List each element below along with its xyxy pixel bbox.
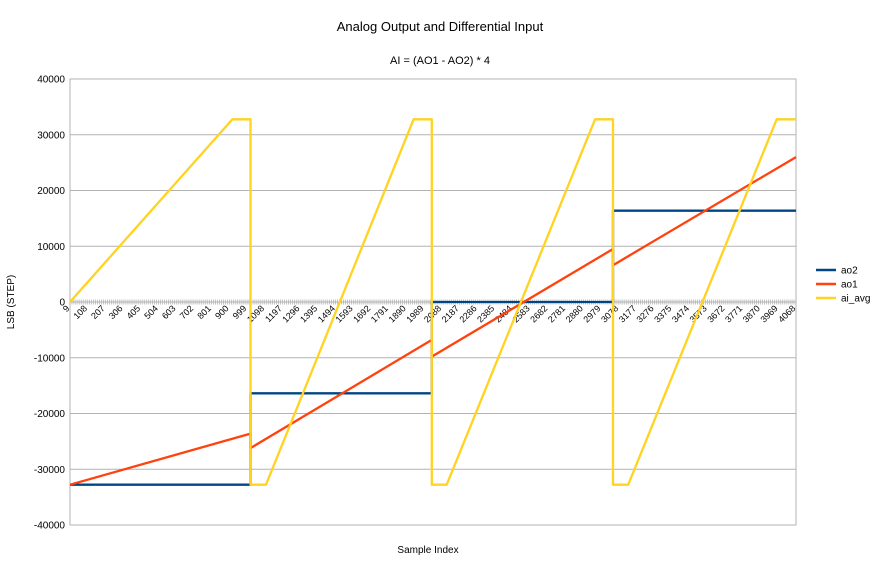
legend-label-ao1: ao1 (841, 280, 858, 291)
chart-title: Analog Output and Differential Input (337, 19, 544, 34)
legend-label-ai_avg: ai_avg (841, 294, 870, 305)
legend: ao2 ao1 ai_avg (816, 266, 870, 305)
y-tick-label: -20000 (34, 409, 66, 420)
y-tick-label: 30000 (37, 130, 65, 141)
y-tick-label: -40000 (34, 521, 66, 532)
y-axis-label: LSB (STEP) (6, 275, 17, 329)
series-line-ai_avg (69, 118, 796, 486)
y-tick-label: -30000 (34, 465, 66, 476)
series-lines (69, 118, 797, 486)
x-tick-label: 9 (61, 303, 72, 314)
grid-lines (70, 78, 796, 526)
chart-subtitle: AI = (AO1 - AO2) * 4 (390, 55, 490, 67)
y-tick-label: 20000 (37, 186, 65, 197)
y-tick-label: 40000 (37, 75, 65, 86)
legend-label-ao2: ao2 (841, 266, 858, 277)
y-tick-label: -10000 (34, 353, 66, 364)
x-axis-label: Sample Index (397, 545, 458, 556)
y-tick-labels: 40000 30000 20000 10000 0 -10000 -20000 -30000 -… (34, 75, 66, 532)
y-tick-label: 10000 (37, 242, 65, 253)
y-tick-label: 0 (59, 298, 65, 309)
